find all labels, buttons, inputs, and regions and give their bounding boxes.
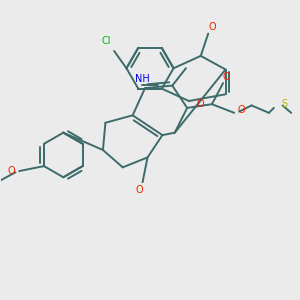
Text: O: O bbox=[208, 22, 216, 32]
Text: NH: NH bbox=[135, 74, 150, 84]
Text: S: S bbox=[281, 99, 287, 109]
Text: O: O bbox=[135, 184, 143, 195]
Text: O: O bbox=[223, 72, 231, 82]
Text: O: O bbox=[238, 105, 245, 116]
Text: O: O bbox=[196, 98, 204, 109]
Text: Cl: Cl bbox=[102, 36, 111, 46]
Text: O: O bbox=[8, 166, 16, 176]
